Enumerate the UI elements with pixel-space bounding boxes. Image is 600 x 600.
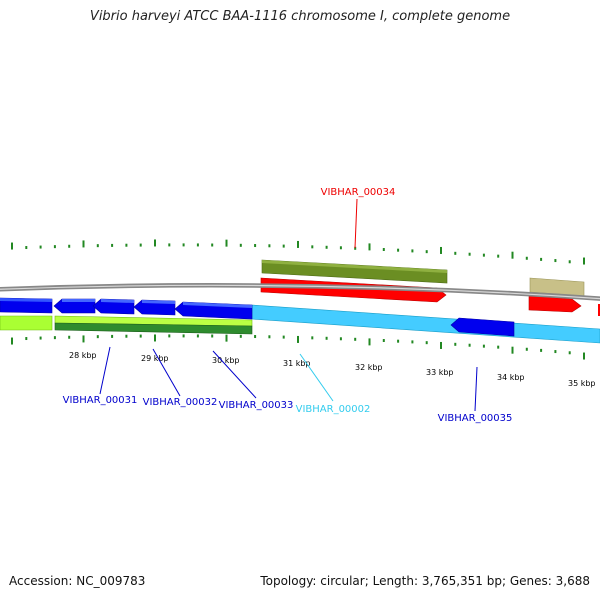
gene-label-00034[interactable]: VIBHAR_00034 bbox=[321, 187, 396, 198]
reverse-cds-arrow-35[interactable] bbox=[450, 317, 515, 337]
gene-label-00032[interactable]: VIBHAR_00032 bbox=[143, 397, 218, 408]
inner-tick-row bbox=[11, 334, 585, 360]
tick-label: 28 kbp bbox=[69, 351, 97, 360]
callout-line-00002 bbox=[299, 353, 334, 402]
gene-label-00031[interactable]: VIBHAR_00031 bbox=[63, 395, 138, 406]
accession-label: Accession: bbox=[9, 574, 73, 588]
genes-value: 3,688 bbox=[555, 574, 590, 588]
topology-value: circular bbox=[320, 574, 365, 588]
scale-labels: 28 kbp 29 kbp 30 kbp 31 kbp 32 kbp 33 kb… bbox=[69, 351, 596, 388]
tick-label: 34 kbp bbox=[497, 373, 525, 382]
callout-line-00035 bbox=[474, 366, 478, 412]
gene-label-00033[interactable]: VIBHAR_00033 bbox=[219, 400, 294, 411]
gene-label-00035[interactable]: VIBHAR_00035 bbox=[438, 413, 513, 424]
forward-feature-block[interactable] bbox=[261, 259, 448, 284]
tick-label: 32 kbp bbox=[355, 363, 383, 372]
reverse-feature-block[interactable] bbox=[54, 322, 253, 335]
callout-line-00033 bbox=[212, 350, 257, 399]
callout-line-00034 bbox=[354, 198, 358, 249]
callout-line-00031 bbox=[99, 346, 111, 395]
map-title: Vibrio harveyi ATCC BAA-1116 chromosome … bbox=[89, 9, 511, 24]
length-value: 3,765,351 bp bbox=[421, 574, 502, 588]
callout-line-00032 bbox=[152, 348, 181, 397]
accession-value: NC_009783 bbox=[76, 574, 146, 588]
tick-label: 30 kbp bbox=[212, 356, 240, 365]
tick-label: 31 kbp bbox=[283, 359, 311, 368]
outer-tick-row bbox=[11, 239, 585, 265]
tick-label: 35 kbp bbox=[568, 379, 596, 388]
genome-summary: Topology: circular; Length: 3,765,351 bp… bbox=[260, 574, 590, 588]
length-label: Length: bbox=[372, 574, 419, 588]
tick-label: 29 kbp bbox=[141, 354, 169, 363]
genes-label: Genes: bbox=[509, 574, 552, 588]
topology-label: Topology: bbox=[260, 574, 317, 588]
accession-info: Accession: NC_009783 bbox=[9, 574, 145, 588]
reverse-lime-block[interactable] bbox=[0, 315, 53, 331]
gene-label-00002[interactable]: VIBHAR_00002 bbox=[296, 404, 371, 415]
tick-label: 33 kbp bbox=[426, 368, 454, 377]
